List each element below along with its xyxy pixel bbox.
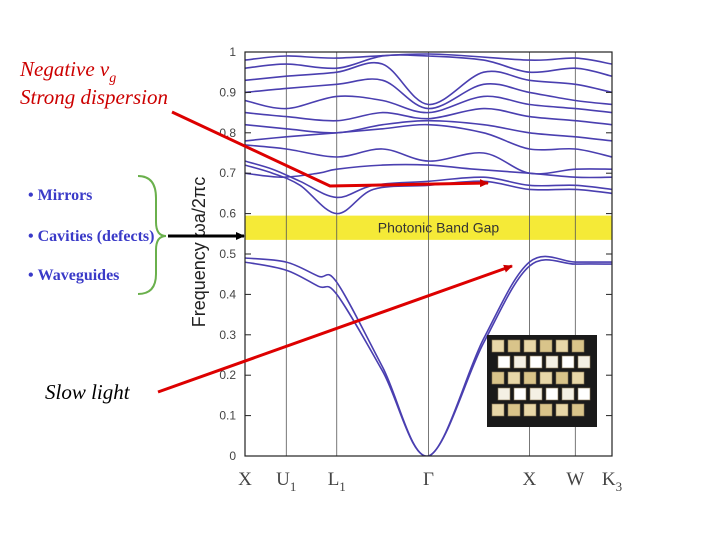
inset-cube <box>491 371 505 385</box>
band-gap-label: Photonic Band Gap <box>378 220 500 236</box>
band-4 <box>245 160 612 199</box>
band-10 <box>245 95 612 114</box>
x-tick-label: L1 <box>328 469 346 494</box>
band-5 <box>245 163 612 179</box>
band-12 <box>245 62 612 106</box>
band-curves <box>245 53 612 456</box>
slow-light-text: Slow light <box>45 380 131 404</box>
inset-cube <box>507 339 521 353</box>
inset-cube <box>577 387 591 401</box>
band-8 <box>245 119 612 142</box>
bullet-marker: • <box>28 267 34 284</box>
y-axis-label: Frequency ωa/2πc <box>189 177 209 328</box>
y-tick-label: 1 <box>229 45 236 59</box>
negative-vg-text: Negative vg <box>19 57 116 86</box>
x-tick-label: K3 <box>602 469 622 494</box>
svg-text:•Mirrors: • Mirrors <box>28 187 92 204</box>
strong-dispersion-text: Strong dispersion <box>20 85 168 109</box>
inset-cube <box>529 355 543 369</box>
x-tick-label: W <box>566 469 584 490</box>
inset-cube <box>571 371 585 385</box>
slow-light-arrow <box>157 264 513 394</box>
svg-text:•Waveguides: • Waveguides <box>28 267 119 284</box>
band-7 <box>245 123 612 158</box>
inset-cube <box>539 371 553 385</box>
inset-cube <box>545 387 559 401</box>
band-13 <box>245 54 612 77</box>
bullet-waveguides: Waveguides <box>38 267 120 284</box>
band-2 <box>245 255 612 456</box>
inset-cube <box>577 355 591 369</box>
photonic-crystal-inset <box>487 335 597 427</box>
inset-cube <box>491 403 505 417</box>
inset-cube <box>513 355 527 369</box>
x-tick-label: U1 <box>276 469 296 494</box>
inset-cube <box>507 371 521 385</box>
x-axis-ticks: X U1 L1 Γ X W K3 <box>238 469 622 494</box>
y-tick-label: 0.3 <box>219 328 236 342</box>
y-tick-label: 0.1 <box>219 409 236 423</box>
inset-cube <box>555 371 569 385</box>
annotations: Negative vg Strong dispersion • Mirrors •… <box>19 57 513 404</box>
y-tick-label: 0.7 <box>219 166 236 180</box>
x-tick-label: X <box>238 469 252 490</box>
x-tick-label: Γ <box>423 469 434 490</box>
inset-cube <box>561 355 575 369</box>
inset-cube <box>571 403 585 417</box>
inset-cube <box>571 339 585 353</box>
bullet-mirrors: Mirrors <box>38 187 93 204</box>
band-6 <box>245 144 612 175</box>
inset-cube <box>491 339 505 353</box>
bullet-marker: • <box>28 187 34 204</box>
band-structure-chart: Photonic Band Gap 0 0.1 0.2 0.3 0.4 0.5 0.6 0.7… <box>189 45 622 494</box>
inset-cube <box>539 339 553 353</box>
inset-cube <box>497 355 511 369</box>
y-tick-label: 0.2 <box>219 368 236 382</box>
band-14 <box>245 53 612 65</box>
inset-cube <box>523 403 537 417</box>
inset-cube <box>561 387 575 401</box>
inset-cube <box>545 355 559 369</box>
band-9 <box>245 107 612 126</box>
inset-cube <box>539 403 553 417</box>
svg-text:•Cavities (defects): • Cavities (defects) <box>28 228 154 245</box>
dispersion-arrow <box>171 110 489 188</box>
y-tick-label: 0.5 <box>219 247 236 261</box>
y-tick-label: 0.6 <box>219 207 236 221</box>
inset-cube <box>513 387 527 401</box>
inset-cube <box>523 339 537 353</box>
bullet-marker: • <box>28 228 34 245</box>
x-tick-label: X <box>523 469 537 490</box>
inset-cube <box>529 387 543 401</box>
inset-cube <box>507 403 521 417</box>
inset-cube <box>497 387 511 401</box>
bullet-list: • Mirrors • Cavities (defects) • Waveguides <box>28 187 154 284</box>
curly-bracket <box>137 175 167 295</box>
inset-cube <box>555 403 569 417</box>
y-tick-label: 0.9 <box>219 85 236 99</box>
inset-cube <box>523 371 537 385</box>
y-tick-label: 0 <box>229 449 236 463</box>
inset-cube <box>555 339 569 353</box>
band-11 <box>245 78 612 110</box>
bullet-cavities: Cavities (defects) <box>38 228 155 245</box>
y-tick-label: 0.4 <box>219 287 236 301</box>
